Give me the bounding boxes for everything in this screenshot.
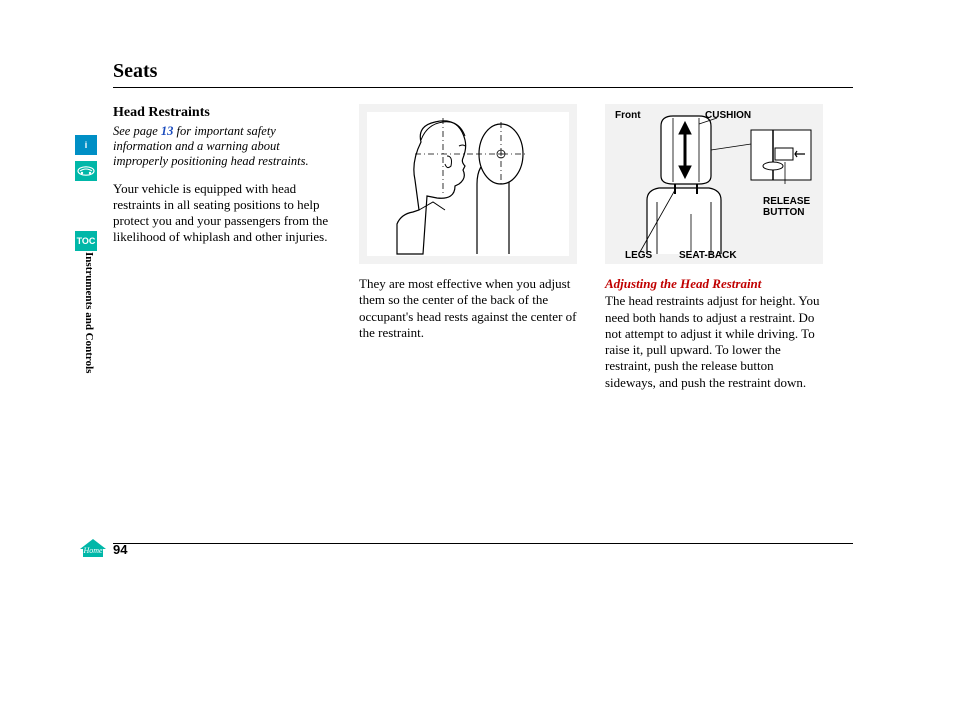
col3-heading: Adjusting the Head Restraint xyxy=(605,276,825,292)
subnote-prefix: See page xyxy=(113,124,161,138)
footer-rule xyxy=(113,543,853,544)
safety-note: See page 13 for important safety informa… xyxy=(113,124,333,169)
label-legs: LEGS xyxy=(625,250,652,263)
figure-head-profile xyxy=(359,104,577,264)
col1-heading: Head Restraints xyxy=(113,104,333,122)
page-title: Seats xyxy=(113,60,875,83)
label-cushion: CUSHION xyxy=(705,110,751,123)
page-number: 94 xyxy=(113,542,127,557)
home-icon[interactable]: Home xyxy=(78,537,108,559)
column-1: Head Restraints See page 13 for importan… xyxy=(113,104,333,391)
col3-body: The head restraints adjust for height. Y… xyxy=(605,293,825,391)
col1-body: Your vehicle is equipped with head restr… xyxy=(113,181,333,246)
page-ref-link[interactable]: 13 xyxy=(161,124,174,138)
svg-text:Home: Home xyxy=(82,546,103,555)
label-release: RELEASE BUTTON xyxy=(763,196,813,218)
footer xyxy=(75,535,875,552)
page-content: Seats Head Restraints See page 13 for im… xyxy=(75,60,875,391)
figure-headrest-parts: Front CUSHION RELEASE BUTTON LEGS SEAT-B… xyxy=(605,104,823,264)
column-2: They are most effective when you adjust … xyxy=(359,104,579,391)
label-seatback: SEAT-BACK xyxy=(679,250,737,263)
col2-caption: They are most effective when you adjust … xyxy=(359,276,579,341)
label-front: Front xyxy=(615,110,641,123)
title-rule xyxy=(113,87,853,88)
columns: Head Restraints See page 13 for importan… xyxy=(113,104,875,391)
column-3: Front CUSHION RELEASE BUTTON LEGS SEAT-B… xyxy=(605,104,825,391)
